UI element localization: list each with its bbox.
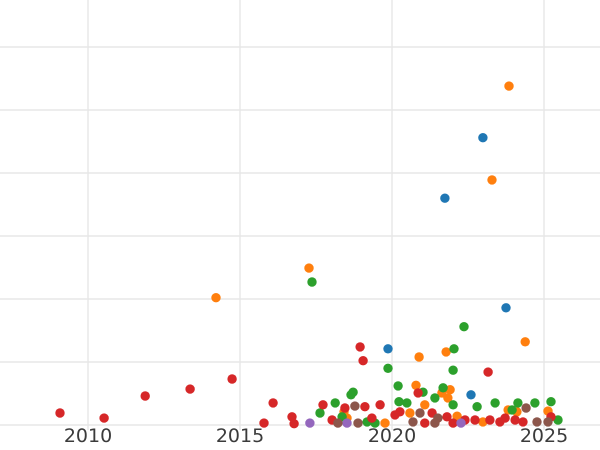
data-point — [413, 388, 423, 398]
data-point — [495, 417, 505, 427]
data-point — [355, 342, 365, 352]
data-point — [315, 408, 325, 418]
data-point — [452, 411, 462, 421]
data-point — [504, 81, 514, 91]
data-point — [360, 402, 370, 412]
data-point — [441, 347, 451, 357]
data-point — [227, 374, 237, 384]
data-point — [518, 417, 528, 427]
data-point — [513, 398, 523, 408]
data-point — [459, 322, 469, 332]
data-point — [420, 418, 430, 428]
data-point — [358, 356, 368, 366]
data-point — [430, 418, 440, 428]
data-point — [402, 398, 412, 408]
data-point — [408, 417, 418, 427]
data-point — [367, 413, 377, 423]
data-point — [390, 410, 400, 420]
data-point — [340, 403, 350, 413]
data-point — [546, 397, 556, 407]
data-point — [530, 398, 540, 408]
data-point — [510, 415, 520, 425]
data-point — [414, 352, 424, 362]
data-point — [304, 263, 314, 273]
data-point — [211, 293, 221, 303]
data-point — [411, 380, 421, 390]
data-point — [490, 398, 500, 408]
data-point — [268, 398, 278, 408]
data-point — [420, 400, 430, 410]
data-point — [430, 393, 440, 403]
data-point — [393, 381, 403, 391]
data-point — [259, 418, 269, 428]
data-point — [442, 412, 452, 422]
data-point — [448, 365, 458, 375]
data-point — [307, 277, 317, 287]
x-tick-label: 2015 — [216, 425, 264, 447]
data-point — [485, 415, 495, 425]
data-point — [330, 398, 340, 408]
data-point — [415, 408, 425, 418]
data-point — [487, 175, 497, 185]
x-tick-label: 2010 — [64, 425, 112, 447]
x-tick-label: 2025 — [520, 425, 568, 447]
data-point — [438, 383, 448, 393]
data-point — [99, 413, 109, 423]
data-point — [456, 418, 466, 428]
data-point — [443, 393, 453, 403]
data-point — [140, 391, 150, 401]
data-point — [507, 405, 517, 415]
data-point — [350, 401, 360, 411]
data-point — [532, 417, 542, 427]
data-point — [520, 337, 530, 347]
data-point — [449, 344, 459, 354]
data-point — [553, 415, 563, 425]
data-point — [55, 408, 65, 418]
data-point — [470, 415, 480, 425]
data-point — [448, 418, 458, 428]
data-point — [185, 384, 195, 394]
x-tick-label: 2020 — [368, 425, 416, 447]
data-point — [521, 403, 531, 413]
data-point — [466, 390, 476, 400]
data-point — [448, 400, 458, 410]
data-point — [478, 133, 488, 143]
data-point — [472, 402, 482, 412]
data-point — [394, 397, 404, 407]
data-point — [405, 408, 415, 418]
data-point — [483, 367, 493, 377]
data-point — [440, 193, 450, 203]
data-point — [346, 390, 356, 400]
data-point — [383, 344, 393, 354]
data-point — [353, 418, 363, 428]
data-point — [543, 417, 553, 427]
data-point — [342, 418, 352, 428]
data-point — [318, 400, 328, 410]
data-point — [305, 418, 315, 428]
data-point — [375, 400, 385, 410]
data-point — [333, 418, 343, 428]
data-point — [289, 419, 299, 429]
data-point — [383, 363, 393, 373]
data-point — [501, 303, 511, 313]
data-point — [380, 418, 390, 428]
